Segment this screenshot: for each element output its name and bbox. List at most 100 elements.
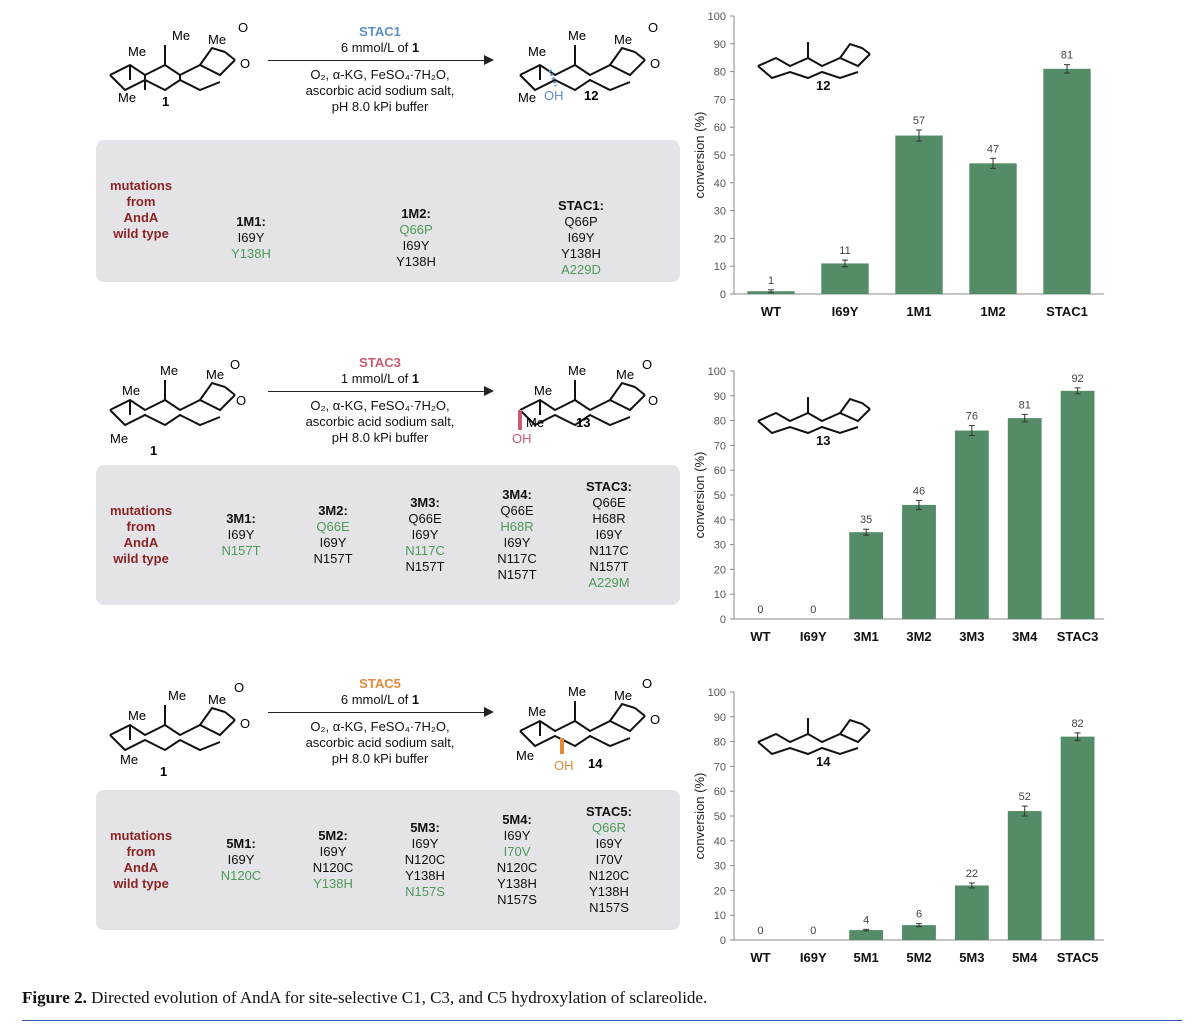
bar — [969, 163, 1017, 294]
carbonyl-o: O — [642, 676, 652, 691]
y-tick-label: 30 — [714, 861, 726, 873]
hydroxyl-label: OH — [512, 431, 532, 446]
bar — [1043, 68, 1091, 294]
ring-o: O — [236, 393, 246, 408]
variant-name: 5M3: — [410, 820, 440, 835]
me-label: Me — [568, 363, 586, 378]
y-tick-label: 20 — [714, 885, 726, 897]
ring-o: O — [650, 712, 660, 727]
reaction-conditions: STAC3 1 mmol/L of 1 O₂, α-KG, FeSO₄·7H₂O… — [268, 355, 494, 446]
condition-line-3: ascorbic acid sodium salt, — [305, 414, 455, 429]
mutation-item: N117C — [589, 543, 629, 558]
condition-line-1: 6 mmol/L of 1 — [268, 40, 492, 56]
mutation-item: Y138H — [589, 884, 629, 899]
mutation-item: I69Y — [227, 527, 255, 542]
y-tick-label: 60 — [714, 122, 726, 134]
me-label: Me — [526, 415, 544, 430]
me-label: Me — [568, 28, 586, 43]
variant-column: 3M3: Q66E I69Y N117C N157T — [380, 495, 470, 575]
hydroxyl-label: OH — [544, 88, 564, 103]
me-label: Me — [208, 692, 226, 707]
me-label: Me — [528, 704, 546, 719]
y-tick-label: 50 — [714, 811, 726, 823]
condition-line-4: pH 8.0 kPi buffer — [331, 751, 429, 766]
condition-line-3: ascorbic acid sodium salt, — [305, 735, 455, 750]
data-label: 0 — [757, 604, 763, 616]
variant-name: 5M1: — [226, 836, 256, 851]
data-label: 6 — [916, 909, 922, 921]
mutation-item: I70V — [595, 852, 623, 867]
y-tick-label: 90 — [714, 712, 726, 724]
mutation-item: A229M — [588, 575, 630, 590]
y-tick-label: 0 — [720, 289, 726, 301]
mutation-item: N157S — [589, 900, 629, 915]
mutation-item: Y138H — [396, 254, 436, 269]
y-tick-label: 70 — [714, 440, 726, 452]
substrate-structure: Me Me Me Me O O 1 — [100, 680, 250, 785]
condition-compound: 1 — [411, 371, 420, 386]
bar — [1007, 418, 1042, 619]
carbonyl-o: O — [238, 20, 248, 35]
x-tick-label: 5M1 — [853, 950, 878, 965]
mutation-label-line: from — [126, 519, 156, 534]
y-tick-label: 20 — [714, 564, 726, 576]
condition-compound: 1 — [411, 692, 420, 707]
x-tick-label: 5M3 — [959, 950, 984, 965]
product-structure: Me Me Me Me OH O O 14 — [510, 676, 680, 781]
me-label: Me — [518, 90, 536, 105]
mutation-label-line: AndA — [123, 535, 159, 550]
mutation-label-line: wild type — [113, 226, 169, 241]
reaction-arrow — [268, 707, 494, 717]
bar-chart-svg: 0 10 20 30 40 50 60 70 80 90 100 conversion (%) 1 WT 1… — [692, 11, 1104, 319]
inset-skeleton — [757, 397, 871, 435]
bar — [849, 930, 884, 940]
mutation-item: N157T — [405, 559, 445, 574]
condition-line-1: 6 mmol/L of 1 — [268, 692, 492, 708]
condition-line-4: pH 8.0 kPi buffer — [331, 430, 429, 445]
bar — [821, 263, 869, 294]
y-tick-label: 100 — [708, 11, 726, 23]
data-label: 4 — [863, 914, 869, 926]
variant-name: 3M4: — [502, 487, 532, 502]
variant-column: 1M1: I69Y Y138H — [206, 214, 296, 262]
mutation-item: H68R — [592, 511, 626, 526]
mutation-label-line: wild type — [113, 876, 169, 891]
me-label: Me — [120, 752, 138, 767]
mutation-item: N120C — [220, 868, 262, 883]
mutation-label-line: mutations — [109, 828, 173, 843]
mutation-item: A229D — [561, 262, 601, 277]
me-label: Me — [118, 90, 136, 105]
condition-line-3: ascorbic acid sodium salt, — [305, 83, 455, 98]
mutation-label-line: AndA — [123, 210, 159, 225]
mutation-item: I69Y — [227, 852, 255, 867]
inset-skeleton — [757, 42, 871, 80]
data-label: 0 — [810, 604, 816, 616]
mutation-item: Y138H — [405, 868, 445, 883]
mutation-item: I69Y — [595, 836, 623, 851]
x-tick-label: I69Y — [832, 304, 859, 319]
variant-name: 1M2: — [401, 206, 431, 221]
molecule-drawing: Me Me Me Me OH O O 12 — [518, 20, 660, 105]
mutation-item: Y138H — [497, 876, 537, 891]
reaction-conditions: STAC1 6 mmol/L of 1 O₂, α-KG, FeSO₄·7H₂O… — [268, 24, 494, 115]
figure-label: Figure 2. — [22, 988, 87, 1007]
condition-compound: 1 — [411, 40, 420, 55]
variant-column: 5M2: I69Y N120C Y138H — [288, 828, 378, 892]
y-tick-label: 80 — [714, 67, 726, 79]
catalyst-name: STAC5 — [359, 676, 401, 691]
bar — [954, 430, 989, 619]
condition-line-4: pH 8.0 kPi buffer — [331, 99, 429, 114]
variant-column: STAC3: Q66E H68R I69Y N117C N157T A229M — [564, 479, 654, 591]
y-tick-label: 70 — [714, 94, 726, 106]
mutation-item: N120C — [588, 868, 630, 883]
data-label: 76 — [966, 411, 978, 423]
variant-column: 1M2: Q66P I69Y Y138H — [371, 206, 461, 270]
substrate-structure: Me Me Me Me O O 1 — [100, 355, 250, 460]
y-axis-label: conversion (%) — [692, 112, 707, 199]
bar — [1060, 736, 1095, 940]
variant-name: 5M2: — [318, 828, 348, 843]
me-label: Me — [206, 367, 224, 382]
bar — [1060, 390, 1095, 619]
mutations-from-wild-type-label: mutations from AndA wild type — [96, 828, 186, 892]
mutation-item: Q66E — [316, 519, 350, 534]
